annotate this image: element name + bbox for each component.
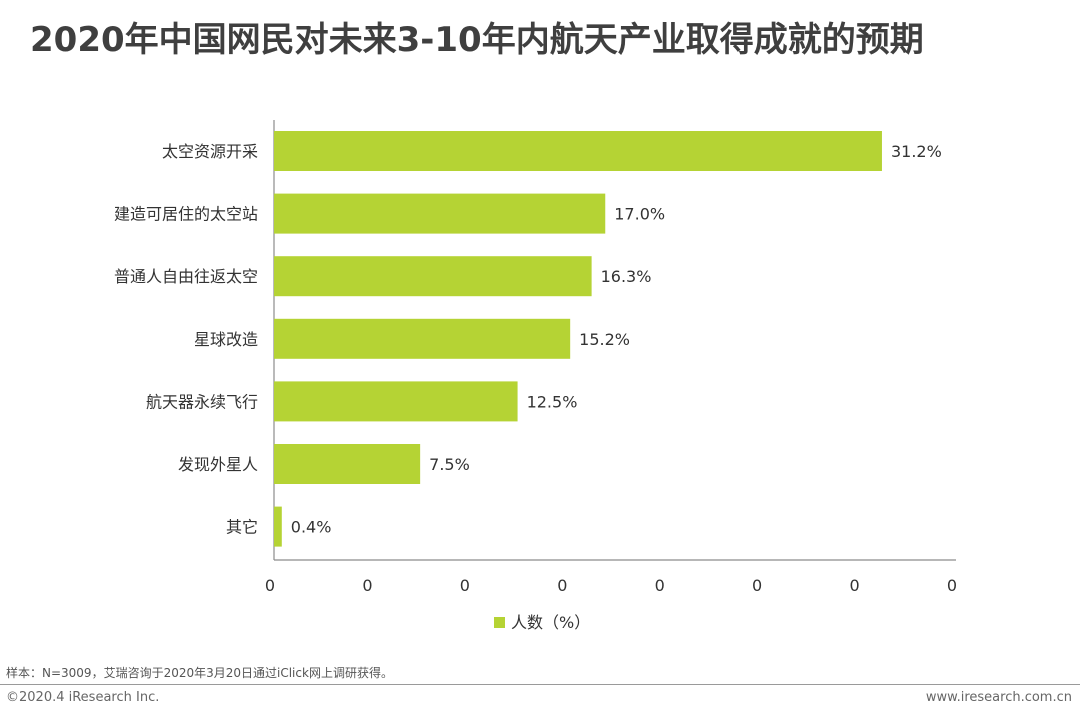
data-label: 16.3% xyxy=(601,267,652,286)
data-label: 17.0% xyxy=(614,205,665,224)
bar xyxy=(274,131,882,171)
data-label: 15.2% xyxy=(579,330,630,349)
x-tick-label: 0 xyxy=(947,576,957,595)
bar xyxy=(274,381,518,422)
bar xyxy=(274,506,282,547)
x-tick-label: 0 xyxy=(752,576,762,595)
website-link[interactable]: www.iresearch.com.cn xyxy=(925,690,1072,705)
category-label: 发现外星人 xyxy=(178,455,258,474)
sample-note: 样本：N=3009，艾瑞咨询于2020年3月20日通过iClick网上调研获得。 xyxy=(6,666,393,680)
data-label: 7.5% xyxy=(429,455,470,474)
copyright-text: ©2020.4 iResearch Inc. xyxy=(6,690,160,705)
footer-divider xyxy=(0,684,1080,685)
x-tick-label: 0 xyxy=(362,576,372,595)
bar xyxy=(274,444,421,484)
bar xyxy=(274,256,592,297)
x-tick-label: 0 xyxy=(557,576,567,595)
category-label: 普通人自由往返太空 xyxy=(114,267,258,286)
x-tick-label: 0 xyxy=(460,576,470,595)
chart-title: 2020年中国网民对未来3-10年内航天产业取得成就的预期 xyxy=(30,20,924,60)
data-label: 31.2% xyxy=(891,142,942,161)
category-label: 太空资源开采 xyxy=(162,142,258,161)
bar-chart: 太空资源开采 31.2% 建造可居住的太空站 17.0% 普通人自由往返太空 16.3% 星… xyxy=(114,120,957,632)
category-label: 星球改造 xyxy=(194,330,258,349)
bar xyxy=(274,318,571,359)
category-label: 其它 xyxy=(226,518,258,537)
legend-swatch xyxy=(494,617,505,628)
x-tick-label: 0 xyxy=(849,576,859,595)
legend-label: 人数（%） xyxy=(511,613,590,632)
bar xyxy=(274,193,606,234)
category-label: 建造可居住的太空站 xyxy=(114,205,258,224)
x-tick-label: 0 xyxy=(655,576,665,595)
data-label: 12.5% xyxy=(527,392,578,411)
x-tick-label: 0 xyxy=(265,576,275,595)
category-label: 航天器永续飞行 xyxy=(146,392,258,411)
data-label: 0.4% xyxy=(291,518,332,537)
